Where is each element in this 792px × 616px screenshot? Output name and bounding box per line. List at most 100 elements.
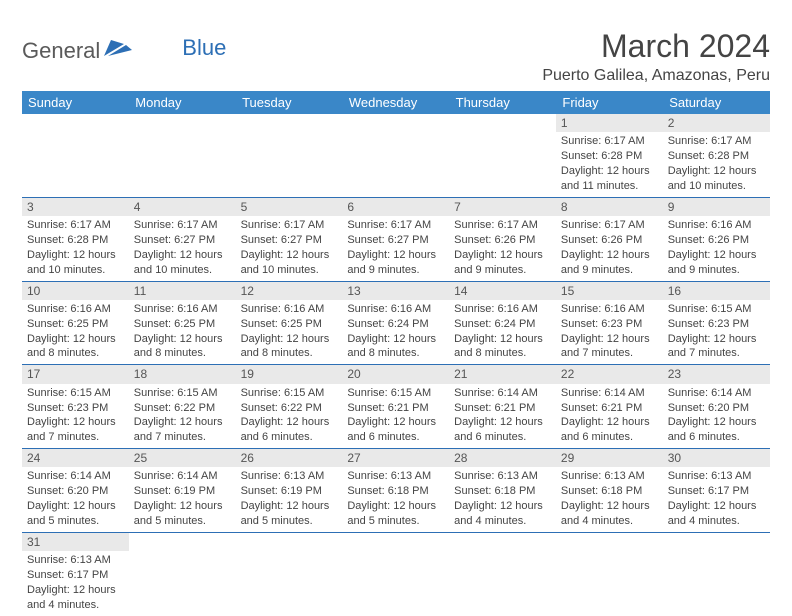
day-data: Sunrise: 6:13 AMSunset: 6:17 PMDaylight:… [22,551,129,615]
daylight-line: Daylight: 12 hours and 5 minutes. [347,499,444,529]
day-data: Sunrise: 6:13 AMSunset: 6:18 PMDaylight:… [342,467,449,531]
sunrise-line: Sunrise: 6:16 AM [561,302,658,317]
calendar-cell: 30Sunrise: 6:13 AMSunset: 6:17 PMDayligh… [663,449,770,533]
daylight-line: Daylight: 12 hours and 9 minutes. [454,248,551,278]
calendar-cell [449,532,556,615]
sunset-line: Sunset: 6:19 PM [241,484,338,499]
calendar-week: 1Sunrise: 6:17 AMSunset: 6:28 PMDaylight… [22,114,770,197]
sunrise-line: Sunrise: 6:17 AM [454,218,551,233]
day-data: Sunrise: 6:15 AMSunset: 6:21 PMDaylight:… [342,384,449,448]
calendar-cell: 29Sunrise: 6:13 AMSunset: 6:18 PMDayligh… [556,449,663,533]
day-number: 9 [663,198,770,216]
day-number: 7 [449,198,556,216]
day-number: 11 [129,282,236,300]
sunset-line: Sunset: 6:21 PM [347,401,444,416]
calendar-cell: 13Sunrise: 6:16 AMSunset: 6:24 PMDayligh… [342,281,449,365]
calendar-cell: 31Sunrise: 6:13 AMSunset: 6:17 PMDayligh… [22,532,129,615]
sunset-line: Sunset: 6:17 PM [27,568,124,583]
sunset-line: Sunset: 6:28 PM [561,149,658,164]
sunset-line: Sunset: 6:22 PM [134,401,231,416]
sunset-line: Sunset: 6:20 PM [27,484,124,499]
sunset-line: Sunset: 6:22 PM [241,401,338,416]
daylight-line: Daylight: 12 hours and 5 minutes. [241,499,338,529]
day-data: Sunrise: 6:17 AMSunset: 6:26 PMDaylight:… [449,216,556,280]
sunrise-line: Sunrise: 6:14 AM [668,386,765,401]
sunrise-line: Sunrise: 6:17 AM [561,134,658,149]
daylight-line: Daylight: 12 hours and 6 minutes. [561,415,658,445]
sunset-line: Sunset: 6:23 PM [27,401,124,416]
day-header: Wednesday [342,91,449,114]
day-data: Sunrise: 6:17 AMSunset: 6:28 PMDaylight:… [556,132,663,196]
sunrise-line: Sunrise: 6:13 AM [241,469,338,484]
logo-word1: General [22,38,100,64]
sunrise-line: Sunrise: 6:15 AM [241,386,338,401]
calendar-cell: 26 Sunrise: 6:13 AMSunset: 6:19 PMDayligh… [236,449,343,533]
day-number: 26 [236,449,343,467]
day-number: 22 [556,365,663,383]
sunset-line: Sunset: 6:21 PM [454,401,551,416]
daylight-line: Daylight: 12 hours and 8 minutes. [134,332,231,362]
sunset-line: Sunset: 6:24 PM [454,317,551,332]
day-number: 20 [342,365,449,383]
sunset-line: Sunset: 6:20 PM [668,401,765,416]
sunrise-line: Sunrise: 6:16 AM [27,302,124,317]
day-number: 28 [449,449,556,467]
day-data: Sunrise: 6:13 AMSunset: 6:18 PMDaylight:… [449,467,556,531]
day-data: Sunrise: 6:16 AMSunset: 6:23 PMDaylight:… [556,300,663,364]
calendar-cell: 20Sunrise: 6:15 AMSunset: 6:21 PMDayligh… [342,365,449,449]
daylight-line: Daylight: 12 hours and 8 minutes. [454,332,551,362]
daylight-line: Daylight: 12 hours and 4 minutes. [454,499,551,529]
sunrise-line: Sunrise: 6:15 AM [668,302,765,317]
day-header: Thursday [449,91,556,114]
day-data: Sunrise: 6:17 AMSunset: 6:28 PMDaylight:… [663,132,770,196]
sunset-line: Sunset: 6:21 PM [561,401,658,416]
daylight-line: Daylight: 12 hours and 6 minutes. [241,415,338,445]
calendar-cell: 21Sunrise: 6:14 AMSunset: 6:21 PMDayligh… [449,365,556,449]
daylight-line: Daylight: 12 hours and 9 minutes. [668,248,765,278]
calendar-cell: 23Sunrise: 6:14 AMSunset: 6:20 PMDayligh… [663,365,770,449]
day-number: 19 [236,365,343,383]
sunset-line: Sunset: 6:25 PM [134,317,231,332]
sunrise-line: Sunrise: 6:15 AM [347,386,444,401]
day-number: 18 [129,365,236,383]
calendar-cell [342,114,449,197]
calendar-cell: 1Sunrise: 6:17 AMSunset: 6:28 PMDaylight… [556,114,663,197]
calendar-cell: 19 Sunrise: 6:15 AMSunset: 6:22 PMDayligh… [236,365,343,449]
calendar-cell [556,532,663,615]
sunrise-line: Sunrise: 6:16 AM [668,218,765,233]
daylight-line: Daylight: 12 hours and 11 minutes. [561,164,658,194]
day-number: 12 [236,282,343,300]
day-header: Tuesday [236,91,343,114]
calendar-cell: 2Sunrise: 6:17 AMSunset: 6:28 PMDaylight… [663,114,770,197]
day-number: 3 [22,198,129,216]
sunset-line: Sunset: 6:18 PM [454,484,551,499]
day-data: Sunrise: 6:14 AMSunset: 6:20 PMDaylight:… [22,467,129,531]
day-number: 15 [556,282,663,300]
daylight-line: Daylight: 12 hours and 10 minutes. [27,248,124,278]
day-number: 23 [663,365,770,383]
day-data: Sunrise: 6:17 AMSunset: 6:27 PMDaylight:… [342,216,449,280]
day-data: Sunrise: 6:16 AMSunset: 6:25 PMDaylight:… [22,300,129,364]
sunset-line: Sunset: 6:26 PM [561,233,658,248]
calendar-week: 10Sunrise: 6:16 AMSunset: 6:25 PMDayligh… [22,281,770,365]
calendar-cell: 6Sunrise: 6:17 AMSunset: 6:27 PMDaylight… [342,197,449,281]
calendar-cell: 25Sunrise: 6:14 AMSunset: 6:19 PMDayligh… [129,449,236,533]
day-number: 10 [22,282,129,300]
calendar-table: SundayMondayTuesdayWednesdayThursdayFrid… [22,91,770,616]
sunset-line: Sunset: 6:17 PM [668,484,765,499]
sunrise-line: Sunrise: 6:14 AM [454,386,551,401]
location: Puerto Galilea, Amazonas, Peru [542,67,770,85]
daylight-line: Daylight: 12 hours and 10 minutes. [241,248,338,278]
daylight-line: Daylight: 12 hours and 7 minutes. [668,332,765,362]
day-number: 4 [129,198,236,216]
day-number: 16 [663,282,770,300]
calendar-week: 24Sunrise: 6:14 AMSunset: 6:20 PMDayligh… [22,449,770,533]
day-data: Sunrise: 6:16 AMSunset: 6:24 PMDaylight:… [449,300,556,364]
calendar-cell [22,114,129,197]
sunset-line: Sunset: 6:25 PM [241,317,338,332]
day-data: Sunrise: 6:15 AMSunset: 6:22 PMDaylight:… [129,384,236,448]
sunrise-line: Sunrise: 6:13 AM [27,553,124,568]
day-data: Sunrise: 6:15 AMSunset: 6:23 PMDaylight:… [663,300,770,364]
calendar-cell: 27Sunrise: 6:13 AMSunset: 6:18 PMDayligh… [342,449,449,533]
daylight-line: Daylight: 12 hours and 4 minutes. [561,499,658,529]
